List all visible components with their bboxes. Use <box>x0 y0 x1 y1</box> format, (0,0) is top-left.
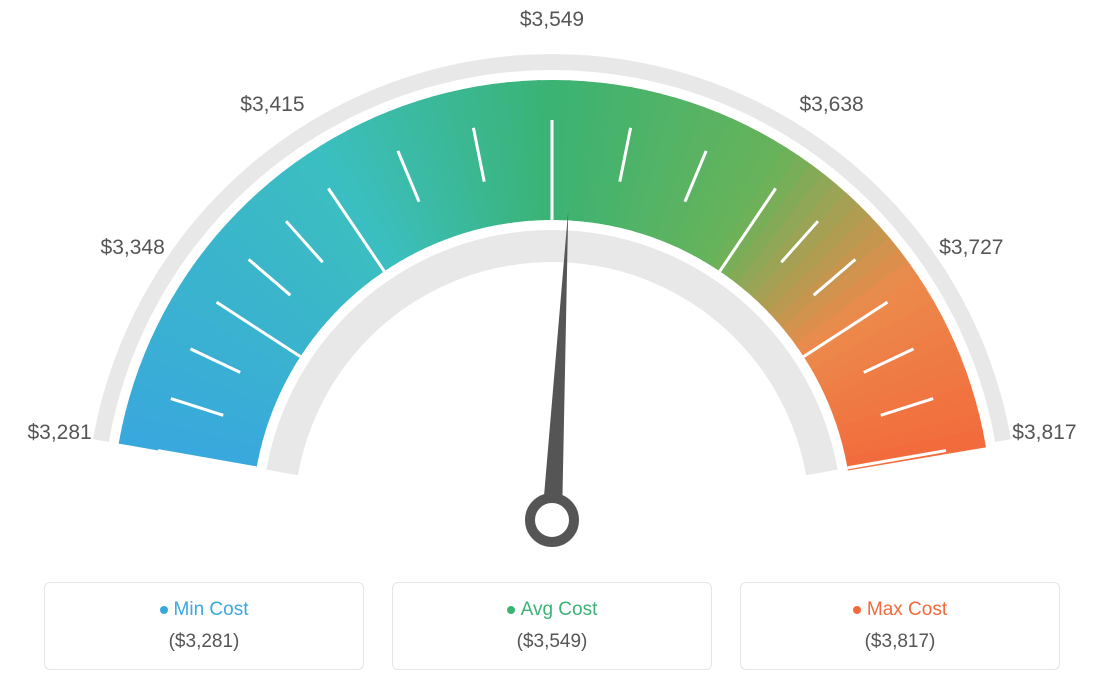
legend-value-min: ($3,281) <box>65 631 343 653</box>
gauge-tick-label: $3,817 <box>1012 421 1076 445</box>
dot-max <box>853 606 861 614</box>
legend-value-avg: ($3,549) <box>413 631 691 653</box>
legend-card-min: Min Cost ($3,281) <box>44 582 364 670</box>
legend-title-max: Max Cost <box>761 599 1039 621</box>
gauge-tick-label: $3,727 <box>939 236 1003 260</box>
gauge-svg <box>0 0 1104 560</box>
dot-min <box>160 606 168 614</box>
gauge-tick-label: $3,638 <box>799 93 863 117</box>
legend-row: Min Cost ($3,281) Avg Cost ($3,549) Max … <box>0 582 1104 670</box>
legend-title-min: Min Cost <box>65 599 343 621</box>
gauge-chart: $3,281 $3,348 $3,415 $3,549 $3,638 $3,727 $3,8… <box>0 0 1104 560</box>
legend-card-max: Max Cost ($3,817) <box>740 582 1060 670</box>
gauge-tick-label: $3,415 <box>240 93 304 117</box>
legend-label-avg: Avg Cost <box>521 599 598 620</box>
legend-title-avg: Avg Cost <box>413 599 691 621</box>
gauge-tick-label: $3,549 <box>520 8 584 32</box>
gauge-tick-label: $3,281 <box>27 421 91 445</box>
dot-avg <box>507 606 515 614</box>
legend-label-max: Max Cost <box>867 599 947 620</box>
legend-value-max: ($3,817) <box>761 631 1039 653</box>
gauge-tick-label: $3,348 <box>101 236 165 260</box>
legend-label-min: Min Cost <box>174 599 249 620</box>
legend-card-avg: Avg Cost ($3,549) <box>392 582 712 670</box>
